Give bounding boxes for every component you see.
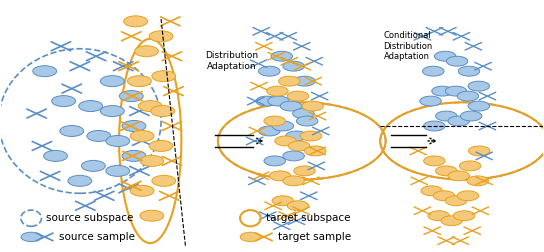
Circle shape [287, 91, 308, 101]
Circle shape [123, 16, 147, 27]
Circle shape [441, 216, 462, 226]
Circle shape [240, 232, 261, 242]
Circle shape [468, 101, 490, 111]
Circle shape [130, 185, 154, 196]
Circle shape [283, 176, 304, 186]
Circle shape [149, 31, 173, 42]
Circle shape [79, 101, 103, 112]
Circle shape [447, 56, 468, 66]
Text: source subspace: source subspace [46, 213, 134, 223]
Circle shape [436, 166, 457, 176]
Circle shape [457, 91, 479, 101]
Circle shape [33, 66, 57, 77]
Text: target sample: target sample [279, 232, 351, 242]
Circle shape [428, 211, 449, 221]
Circle shape [52, 96, 76, 107]
Circle shape [152, 71, 176, 82]
Circle shape [122, 120, 146, 132]
Circle shape [101, 76, 124, 87]
Circle shape [283, 61, 304, 71]
Circle shape [435, 51, 456, 61]
Circle shape [288, 141, 310, 151]
Circle shape [101, 106, 124, 116]
Circle shape [87, 131, 111, 141]
Circle shape [434, 191, 455, 201]
Circle shape [130, 131, 154, 141]
Circle shape [264, 156, 286, 166]
Text: Conditional
Distribution
Adaptation: Conditional Distribution Adaptation [382, 31, 432, 61]
Circle shape [294, 166, 315, 176]
Circle shape [267, 86, 288, 96]
Text: source sample: source sample [59, 232, 135, 242]
Circle shape [448, 116, 469, 126]
Circle shape [264, 116, 286, 126]
Circle shape [446, 86, 467, 96]
Text: target subspace: target subspace [265, 213, 350, 223]
Circle shape [420, 96, 441, 106]
Circle shape [300, 131, 322, 141]
Circle shape [280, 101, 302, 111]
Circle shape [279, 76, 300, 86]
Circle shape [256, 96, 277, 106]
Circle shape [258, 66, 280, 76]
Circle shape [446, 196, 467, 206]
Circle shape [457, 191, 479, 201]
Circle shape [424, 156, 445, 166]
Circle shape [134, 46, 158, 57]
Circle shape [21, 232, 41, 242]
Circle shape [151, 106, 175, 116]
Circle shape [269, 171, 291, 181]
Circle shape [283, 151, 304, 161]
Circle shape [258, 126, 280, 136]
Circle shape [293, 109, 314, 118]
Circle shape [453, 211, 475, 221]
Circle shape [60, 125, 84, 137]
Circle shape [421, 186, 442, 196]
Circle shape [468, 81, 490, 91]
Circle shape [106, 136, 129, 146]
Circle shape [271, 51, 293, 61]
Circle shape [423, 66, 444, 76]
Circle shape [305, 146, 326, 156]
Circle shape [467, 176, 489, 186]
Circle shape [287, 201, 308, 211]
Circle shape [119, 91, 143, 102]
Circle shape [149, 140, 173, 151]
Circle shape [272, 196, 294, 206]
Circle shape [152, 175, 176, 186]
Circle shape [140, 210, 164, 221]
Circle shape [436, 111, 457, 121]
Text: Distribution
Adaptation: Distribution Adaptation [205, 51, 258, 71]
Circle shape [272, 121, 294, 131]
Circle shape [296, 116, 318, 126]
Circle shape [127, 76, 151, 87]
Circle shape [459, 161, 481, 171]
Circle shape [138, 101, 162, 112]
Circle shape [82, 160, 106, 171]
Circle shape [432, 86, 453, 96]
Circle shape [286, 131, 307, 141]
Circle shape [268, 96, 289, 106]
Circle shape [122, 150, 146, 161]
Circle shape [460, 111, 482, 121]
Circle shape [140, 155, 164, 166]
Circle shape [424, 121, 445, 131]
Circle shape [106, 165, 129, 176]
Circle shape [302, 101, 323, 111]
Circle shape [68, 175, 92, 186]
Circle shape [294, 76, 315, 86]
Circle shape [448, 171, 469, 181]
Circle shape [44, 150, 67, 161]
Circle shape [468, 146, 490, 156]
Circle shape [458, 66, 480, 76]
Circle shape [275, 136, 296, 146]
